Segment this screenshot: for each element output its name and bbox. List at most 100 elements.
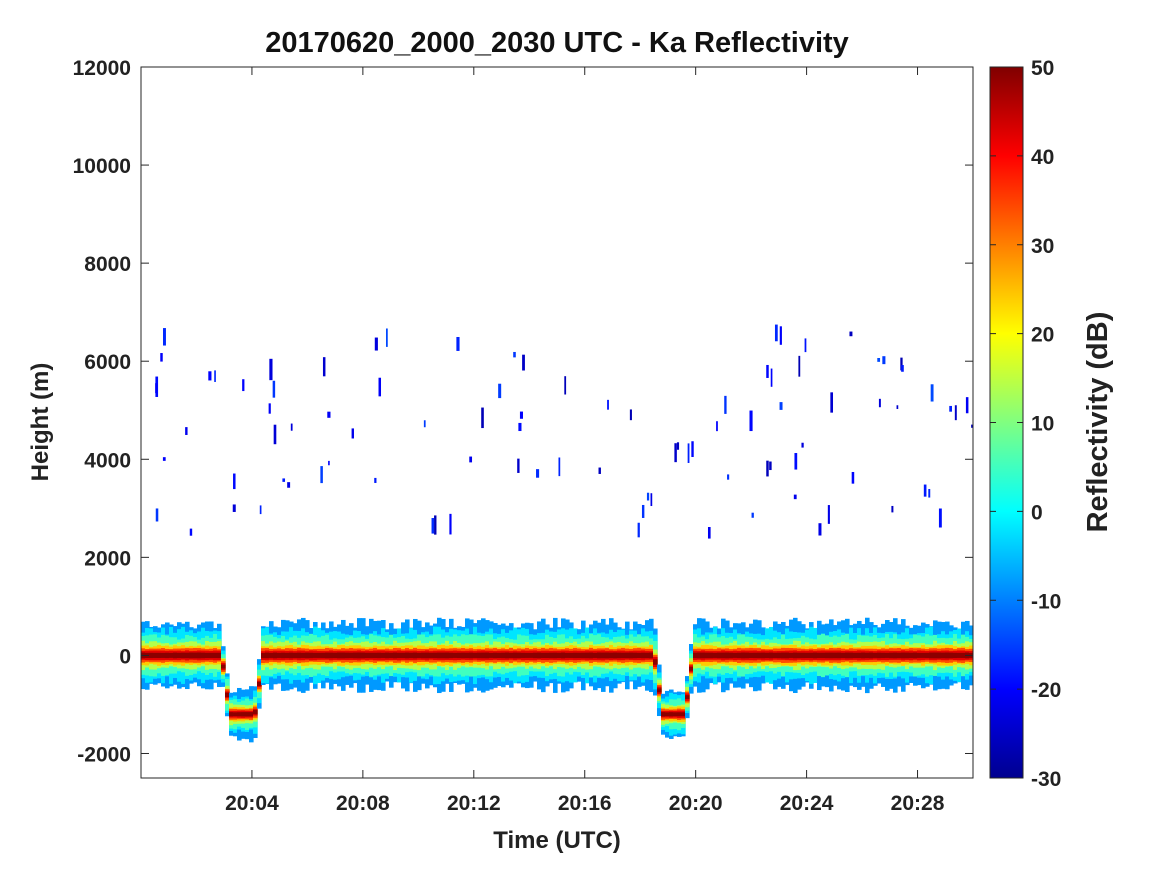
heatmap-cell-echo — [882, 356, 886, 365]
heatmap-cell-surface — [293, 652, 298, 658]
heatmap-cell-surface — [801, 652, 806, 659]
heatmap-cell-echo — [385, 328, 388, 347]
heatmap-cell-surface — [957, 652, 962, 658]
heatmap-cell-echo — [830, 392, 834, 413]
heatmap-cell-surface — [485, 652, 490, 659]
heatmap-cell-surface — [865, 652, 870, 659]
heatmap-cell-echo — [637, 522, 640, 538]
heatmap-cell-echo — [434, 515, 437, 535]
heatmap-cell-surface — [317, 652, 322, 658]
heatmap-cell-surface — [713, 652, 718, 658]
heatmap-cell-echo — [707, 527, 711, 539]
heatmap-cell-surface — [617, 652, 622, 659]
heatmap-cell-echo — [779, 402, 783, 410]
heatmap-cell-surface — [157, 652, 162, 659]
y-axis-label: Height (m) — [27, 363, 54, 482]
heatmap-cell-surface — [613, 652, 618, 659]
x-tick-label: 20:08 — [336, 792, 390, 815]
heatmap-cell-surface — [225, 692, 230, 697]
heatmap-cell-surface — [245, 712, 250, 717]
reflectivity-heatmap — [141, 324, 973, 743]
heatmap-cell-surface — [633, 652, 638, 659]
heatmap-cell-echo — [232, 504, 236, 512]
heatmap-cell-surface — [577, 652, 582, 659]
heatmap-cell-surface — [153, 652, 158, 658]
heatmap-cell-echo — [481, 407, 484, 429]
heatmap-cell-surface — [829, 652, 834, 659]
heatmap-cell-echo — [607, 399, 609, 410]
heatmap-cell-echo — [208, 371, 212, 381]
heatmap-cell-surface — [733, 652, 738, 658]
heatmap-cell-surface — [885, 652, 890, 658]
heatmap-cell-surface — [661, 712, 666, 717]
heatmap-cell-surface — [841, 652, 846, 659]
heatmap-cell-surface — [237, 712, 242, 717]
heatmap-cell-surface — [517, 652, 522, 659]
heatmap-cell-surface — [933, 652, 938, 659]
heatmap-cell-echo — [431, 518, 435, 534]
heatmap-cell-surface — [413, 652, 418, 659]
heatmap-cell-surface — [693, 652, 698, 659]
heatmap-cell-echo — [891, 505, 894, 513]
heatmap-cell-echo — [185, 427, 188, 435]
heatmap-cell-surface — [469, 652, 474, 659]
plot-area: 20:04 20:08 20:12 20:16 20:20 20:24 20:28 1200… — [73, 57, 974, 815]
heatmap-cell-echo — [793, 494, 797, 500]
heatmap-cell-surface — [845, 652, 850, 659]
heatmap-cell-surface — [433, 652, 438, 659]
heatmap-cell-surface — [749, 652, 754, 659]
heatmap-cell-echo — [328, 460, 330, 466]
heatmap-cell-surface — [393, 652, 398, 659]
chart-title: 20170620_2000_2030 UTC - Ka Reflectivity — [265, 27, 849, 59]
heatmap-cell-echo — [273, 424, 277, 445]
heatmap-cell-surface — [949, 652, 954, 659]
heatmap-cell-echo — [928, 488, 931, 498]
heatmap-cell-surface — [817, 652, 822, 659]
heatmap-cell-echo — [641, 504, 645, 518]
heatmap-cell-surface — [401, 652, 406, 659]
heatmap-cell-echo — [327, 411, 331, 418]
heatmap-cell-echo — [650, 493, 653, 507]
heatmap-cell-surface — [881, 652, 886, 659]
heatmap-cell-echo — [160, 353, 163, 362]
x-axis: 20:04 20:08 20:12 20:16 20:20 20:24 20:28 — [225, 67, 945, 815]
colorbar-tick-label: 40 — [1031, 146, 1054, 169]
heatmap-cell-surface — [349, 652, 354, 659]
heatmap-cell-surface — [177, 652, 182, 659]
y-tick-label: -2000 — [77, 743, 131, 766]
heatmap-cell-surface — [309, 652, 314, 659]
heatmap-cell-surface — [233, 712, 238, 717]
y-tick-label: 0 — [119, 645, 131, 668]
heatmap-cell-echo — [766, 364, 769, 378]
heatmap-cell-surface — [353, 652, 358, 659]
heatmap-cell-surface — [377, 652, 382, 659]
y-axis: 12000 10000 8000 6000 4000 2000 0 -2000 — [73, 57, 973, 766]
heatmap-cell-surface — [181, 652, 186, 659]
heatmap-cell-echo — [456, 336, 460, 351]
heatmap-cell-surface — [925, 652, 930, 658]
heatmap-cell-echo — [971, 424, 973, 428]
heatmap-cell-surface — [657, 688, 662, 693]
colorbar-label: Reflectivity (dB) — [1082, 312, 1114, 533]
heatmap-cell-surface — [473, 652, 478, 658]
heatmap-cell-surface — [649, 652, 654, 659]
heatmap-cell-surface — [673, 712, 678, 717]
heatmap-cell-surface — [461, 652, 466, 659]
colorbar-tick-label: 50 — [1031, 57, 1054, 80]
heatmap-cell-surface — [249, 712, 254, 717]
heatmap-cell-echo — [724, 395, 727, 414]
heatmap-cell-surface — [289, 652, 294, 659]
heatmap-cell-surface — [409, 652, 414, 659]
x-axis-label: Time (UTC) — [493, 827, 621, 854]
heatmap-cell-echo — [954, 405, 957, 421]
heatmap-cell-surface — [405, 652, 410, 659]
heatmap-cell-surface — [325, 652, 330, 659]
heatmap-cell-surface — [901, 652, 906, 659]
heatmap-cell-surface — [909, 652, 914, 659]
heatmap-cell-surface — [361, 652, 366, 659]
heatmap-cell-echo — [938, 508, 942, 528]
heatmap-cell-echo — [242, 379, 245, 392]
heatmap-cell-surface — [421, 652, 426, 659]
heatmap-cell-surface — [373, 652, 378, 659]
heatmap-cell-surface — [185, 652, 190, 659]
